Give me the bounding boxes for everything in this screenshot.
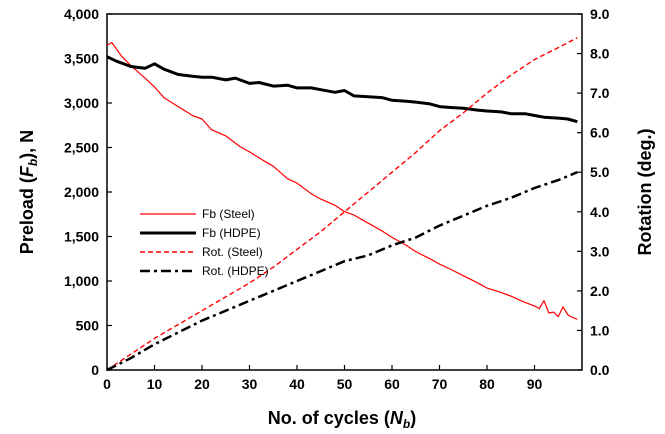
x-tick-label: 10	[147, 376, 163, 392]
y-left-tick-label: 2,000	[64, 184, 99, 200]
x-tick-label: 50	[337, 376, 353, 392]
x-tick-label: 40	[289, 376, 305, 392]
legend-label-4: Rot. (HDPE)	[202, 264, 269, 278]
x-tick-label: 30	[242, 376, 258, 392]
legend-label-2: Fb (HDPE)	[202, 226, 261, 240]
y-right-tick-label: 7.0	[590, 85, 610, 101]
y-right-tick-label: 1.0	[590, 322, 610, 338]
plot-frame	[106, 13, 583, 371]
y-right-axis-title: Rotation (deg.)	[635, 129, 655, 256]
legend: Fb (Steel) Fb (HDPE) Rot. (Steel) Rot. (HDP…	[140, 207, 269, 278]
y-left-tick-label: 1,500	[64, 229, 99, 245]
y-left-tick-label: 2,500	[64, 140, 99, 156]
y-right-tick-label: 6.0	[590, 125, 610, 141]
y-left-tick-label: 0	[91, 362, 99, 378]
x-axis-title: No. of cycles (Nb)	[268, 408, 416, 431]
y-left-tick-label: 1,000	[64, 273, 99, 289]
y-left-tick-label: 3,000	[64, 95, 99, 111]
x-tick-label: 20	[194, 376, 210, 392]
y-right-tick-label: 4.0	[590, 204, 610, 220]
x-tick-label: 70	[432, 376, 448, 392]
y-right-tick-label: 8.0	[590, 46, 610, 62]
axes: 0 10 20 30 40 50 60 70 80 90 0 500 1,000 1,500 2,000 2,…	[64, 6, 610, 392]
legend-label-1: Fb (Steel)	[202, 207, 255, 221]
y-right-tick-label: 5.0	[590, 164, 610, 180]
y-right-tick-label: 2.0	[590, 283, 610, 299]
y-right-tick-label: 9.0	[590, 6, 610, 22]
series-layer	[106, 37, 578, 372]
x-tick-label: 90	[527, 376, 543, 392]
y-left-tick-label: 4,000	[64, 6, 99, 22]
y-right-tick-label: 0.0	[590, 362, 610, 378]
x-tick-label: 60	[384, 376, 400, 392]
x-tick-label: 0	[103, 376, 111, 392]
series-line-1	[106, 41, 578, 320]
series-line-3	[106, 37, 578, 371]
y-left-axis-title: Preload (Fb), N	[17, 130, 40, 254]
y-left-tick-label: 500	[76, 318, 100, 334]
y-left-tick-label: 3,500	[64, 51, 99, 67]
x-tick-label: 80	[479, 376, 495, 392]
legend-label-3: Rot. (Steel)	[202, 245, 263, 259]
plot-area	[106, 13, 583, 371]
series-line-4	[106, 171, 578, 372]
series-line-2	[106, 55, 578, 124]
y-right-tick-label: 3.0	[590, 243, 610, 259]
